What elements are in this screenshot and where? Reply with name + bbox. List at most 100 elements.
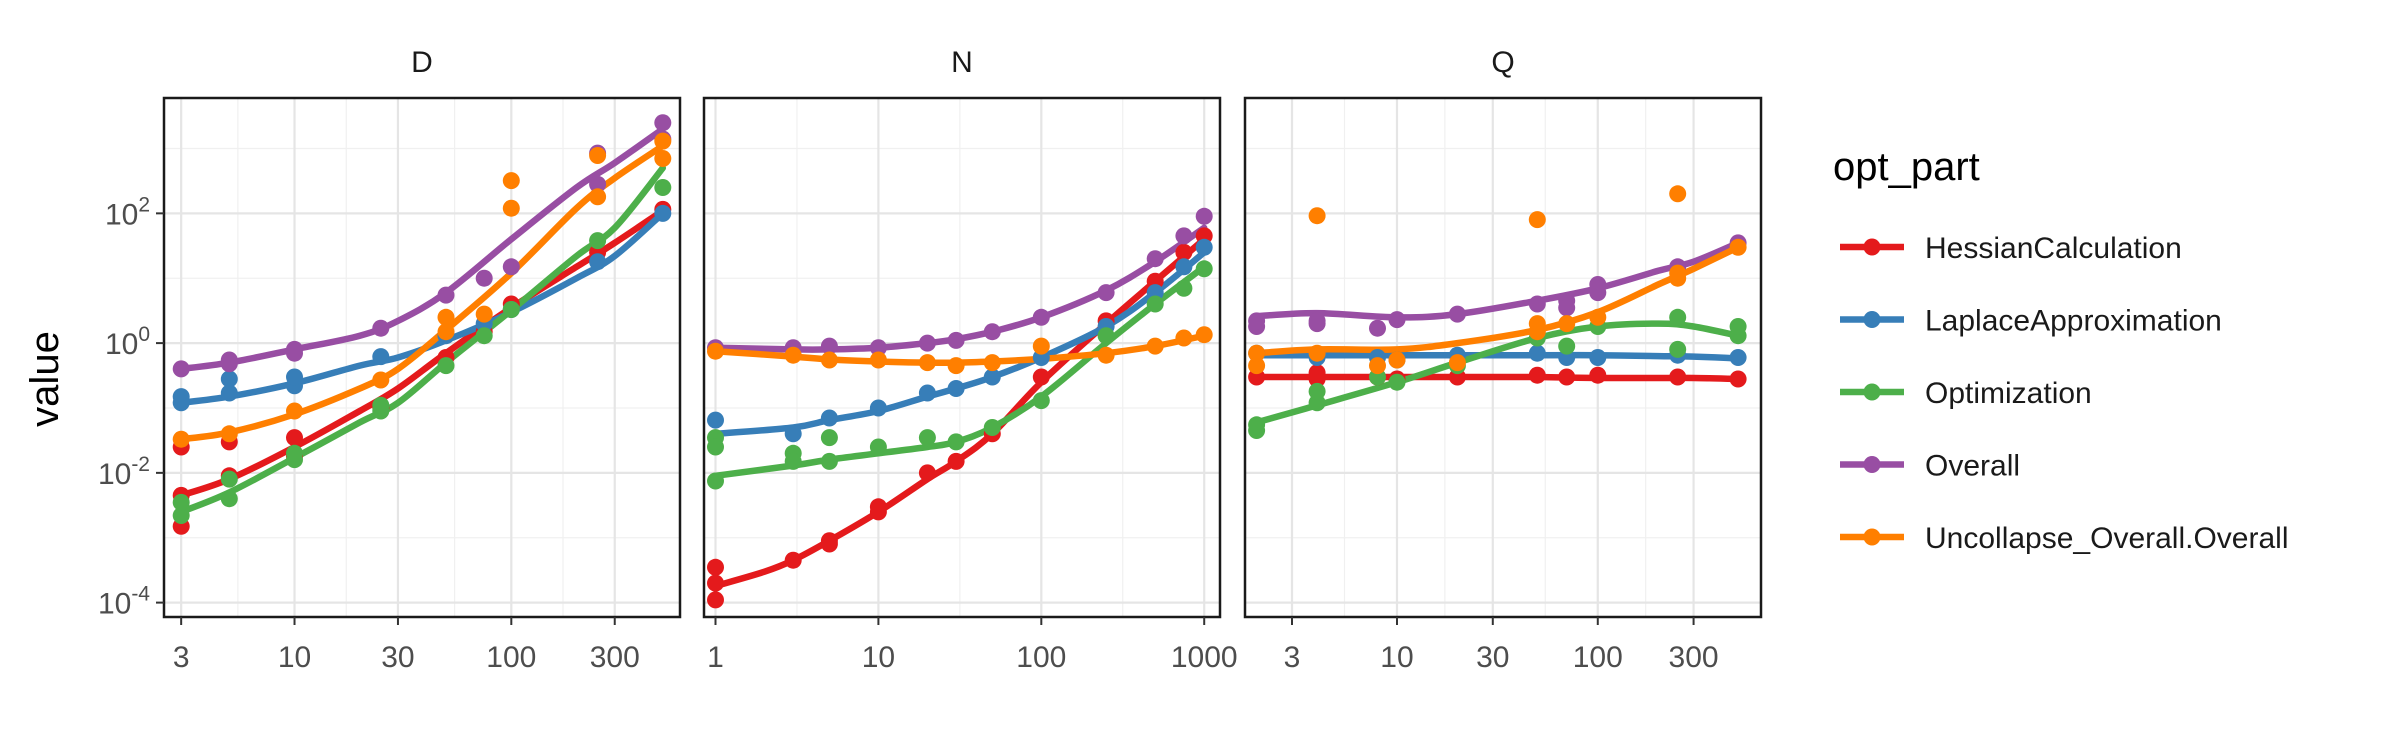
legend-label: Uncollapse_Overall.Overall [1925,522,2289,555]
legend-key-point [1863,311,1881,328]
data-point-uncollapse-overall-overall [1308,207,1326,225]
data-point-uncollapse-overall-overall [820,351,838,369]
x-tick-label: 10 [862,641,895,674]
data-point-hessiancalculation [1589,366,1607,384]
data-point-overall [1146,250,1164,268]
data-point-overall [1528,295,1546,313]
data-point-hessiancalculation [820,532,838,550]
x-tick-label: 1 [707,641,724,674]
legend-label: LaplaceApproximation [1925,305,2222,338]
data-point-optimization [869,438,887,456]
data-point-overall [1195,207,1213,225]
data-point-laplaceapproximation [220,384,238,402]
panel-border [1243,96,1763,619]
x-tick-label: 100 [1573,641,1623,674]
legend-item-overall: Overall [1840,450,2020,483]
data-point-hessiancalculation [869,498,887,516]
data-point-laplaceapproximation [372,348,390,366]
y-tick-label: 10-2 [98,453,150,491]
data-point-optimization [475,327,493,345]
x-tick-label: 1000 [1171,641,1238,674]
data-point-laplaceapproximation [286,368,303,386]
legend: opt_part HessianCalculation LaplaceApprox… [1833,145,2289,555]
data-point-uncollapse-overall-overall [437,323,455,341]
data-point-overall [1175,227,1193,245]
data-point-overall [1032,308,1050,326]
data-point-overall [589,175,607,193]
data-point-optimization [1032,392,1050,410]
data-point-laplaceapproximation [918,384,936,402]
data-point-uncollapse-overall-overall [1097,346,1115,364]
legend-items: HessianCalculation LaplaceApproximation Op… [1840,232,2289,555]
data-point-uncollapse-overall-overall [1729,238,1747,256]
data-point-laplaceapproximation [784,425,802,443]
data-point-uncollapse-overall-overall [1528,211,1546,229]
data-point-uncollapse-overall-overall [1369,357,1386,375]
data-point-uncollapse-overall-overall [172,430,190,448]
data-point-hessiancalculation [707,591,724,609]
data-point-uncollapse-overall-overall [1146,337,1164,355]
data-point-optimization [784,452,802,470]
data-point-overall [1448,305,1466,323]
data-point-laplaceapproximation [1195,238,1213,256]
x-tick-label: 10 [1380,641,1413,674]
data-point-hessiancalculation [1528,366,1546,384]
plot-area-d [172,114,672,535]
data-point-uncollapse-overall-overall [1528,315,1546,333]
data-point-uncollapse-overall-overall [589,188,607,206]
data-point-overall [654,114,672,132]
panel-border [162,96,682,619]
data-point-overall [1388,311,1406,329]
data-point-uncollapse-overall-overall [1195,326,1213,344]
y-tick-label: 102 [105,193,150,231]
data-point-hessiancalculation [707,558,724,576]
legend-item-uncollapse-overall-overall: Uncollapse_Overall.Overall [1840,522,2289,555]
data-point-uncollapse-overall-overall [502,199,520,217]
x-tick-label: 30 [381,641,414,674]
data-point-laplaceapproximation [869,399,887,417]
data-point-laplaceapproximation [220,370,238,388]
data-point-optimization [589,232,607,250]
data-point-uncollapse-overall-overall [1175,329,1193,347]
data-point-optimization [947,433,965,451]
legend-label: HessianCalculation [1925,232,2182,265]
data-point-hessiancalculation [1308,364,1326,382]
chart-panels: D 3 10 30 100 300 N 1 10 100 1000 Q 3 10 30 100 300 [162,46,1763,674]
smooth-line-hessiancalculation [1253,373,1742,383]
data-point-optimization [437,357,455,375]
data-point-optimization [220,490,238,508]
data-point-optimization [502,301,520,318]
panel-border [702,96,1222,619]
data-point-overall [437,286,455,304]
x-tick-label: 3 [173,641,190,674]
data-point-laplaceapproximation [1729,349,1747,366]
data-point-overall [983,323,1001,341]
data-point-hessiancalculation [784,551,802,569]
data-point-overall [1308,312,1326,330]
data-point-overall [947,331,965,349]
data-point-overall [1248,312,1266,330]
data-point-uncollapse-overall-overall [475,305,493,323]
smooth-line-laplaceapproximation [1253,351,1742,362]
x-tick-label: 10 [278,641,311,674]
data-point-laplaceapproximation [820,409,838,427]
data-point-optimization [707,472,724,490]
panel-q: Q 3 10 30 100 300 [1243,46,1763,674]
x-tick-label: 300 [590,641,640,674]
data-point-optimization [1308,382,1326,400]
data-point-laplaceapproximation [1175,258,1193,276]
data-point-uncollapse-overall-overall [1248,344,1266,362]
data-point-hessiancalculation [1558,368,1576,386]
smooth-line-optimization [177,164,667,516]
smooth-line-overall [177,125,667,373]
data-point-laplaceapproximation [1589,349,1607,366]
panel-title-d: D [411,46,433,79]
data-point-uncollapse-overall-overall [1669,264,1687,282]
data-point-optimization [820,452,838,470]
x-tick-label: 300 [1669,641,1719,674]
data-point-optimization [918,429,936,447]
data-point-overall [1589,276,1607,293]
data-point-optimization [1669,340,1687,358]
data-point-uncollapse-overall-overall [1558,315,1576,333]
